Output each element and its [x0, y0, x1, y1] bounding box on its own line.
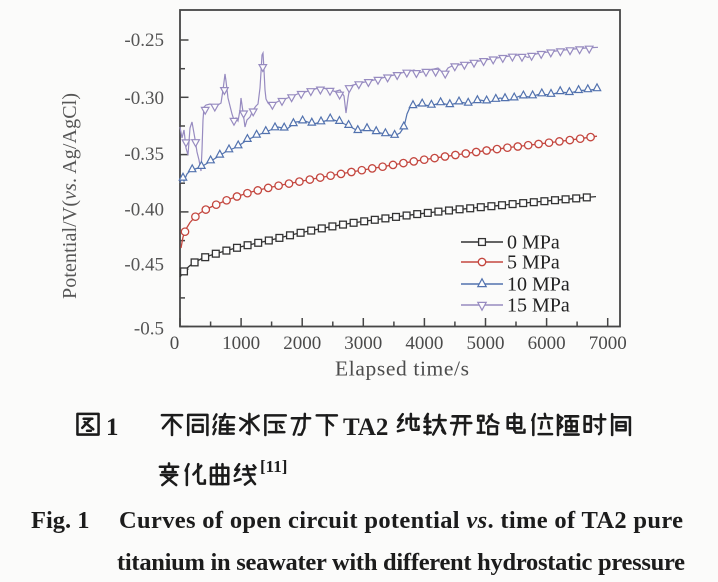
- svg-text:1000: 1000: [222, 333, 260, 354]
- svg-text:0 MPa: 0 MPa: [507, 232, 560, 254]
- svg-text:0: 0: [170, 333, 180, 354]
- svg-text:2000: 2000: [283, 333, 321, 354]
- svg-text:-0.35: -0.35: [124, 144, 164, 165]
- svg-text:-0.45: -0.45: [124, 255, 164, 276]
- svg-text:-0.40: -0.40: [124, 200, 164, 221]
- svg-text:10 MPa: 10 MPa: [507, 274, 570, 296]
- svg-text:titanium in seawater with diff: titanium in seawater with different hydr…: [117, 549, 685, 576]
- svg-text:1: 1: [106, 414, 119, 441]
- svg-text:-0.25: -0.25: [124, 30, 164, 51]
- svg-text:Curves of open circuit potenti: Curves of open circuit potential vs. tim…: [119, 507, 683, 534]
- svg-text:7000: 7000: [589, 333, 627, 354]
- svg-text:5 MPa: 5 MPa: [507, 252, 560, 274]
- svg-text:-0.30: -0.30: [124, 88, 164, 109]
- svg-text:3000: 3000: [344, 333, 382, 354]
- svg-text:4000: 4000: [405, 333, 443, 354]
- svg-text:6000: 6000: [528, 333, 566, 354]
- svg-text:TA2: TA2: [343, 414, 388, 441]
- svg-text:[11]: [11]: [260, 457, 287, 476]
- svg-text:15 MPa: 15 MPa: [507, 295, 570, 317]
- svg-text:Fig. 1: Fig. 1: [31, 507, 90, 534]
- svg-text:Potential/V(vs. Ag/AgCl): Potential/V(vs. Ag/AgCl): [59, 93, 81, 299]
- svg-text:-0.5: -0.5: [134, 319, 164, 340]
- svg-text:5000: 5000: [467, 333, 505, 354]
- svg-text:Elapsed time/s: Elapsed time/s: [335, 357, 469, 381]
